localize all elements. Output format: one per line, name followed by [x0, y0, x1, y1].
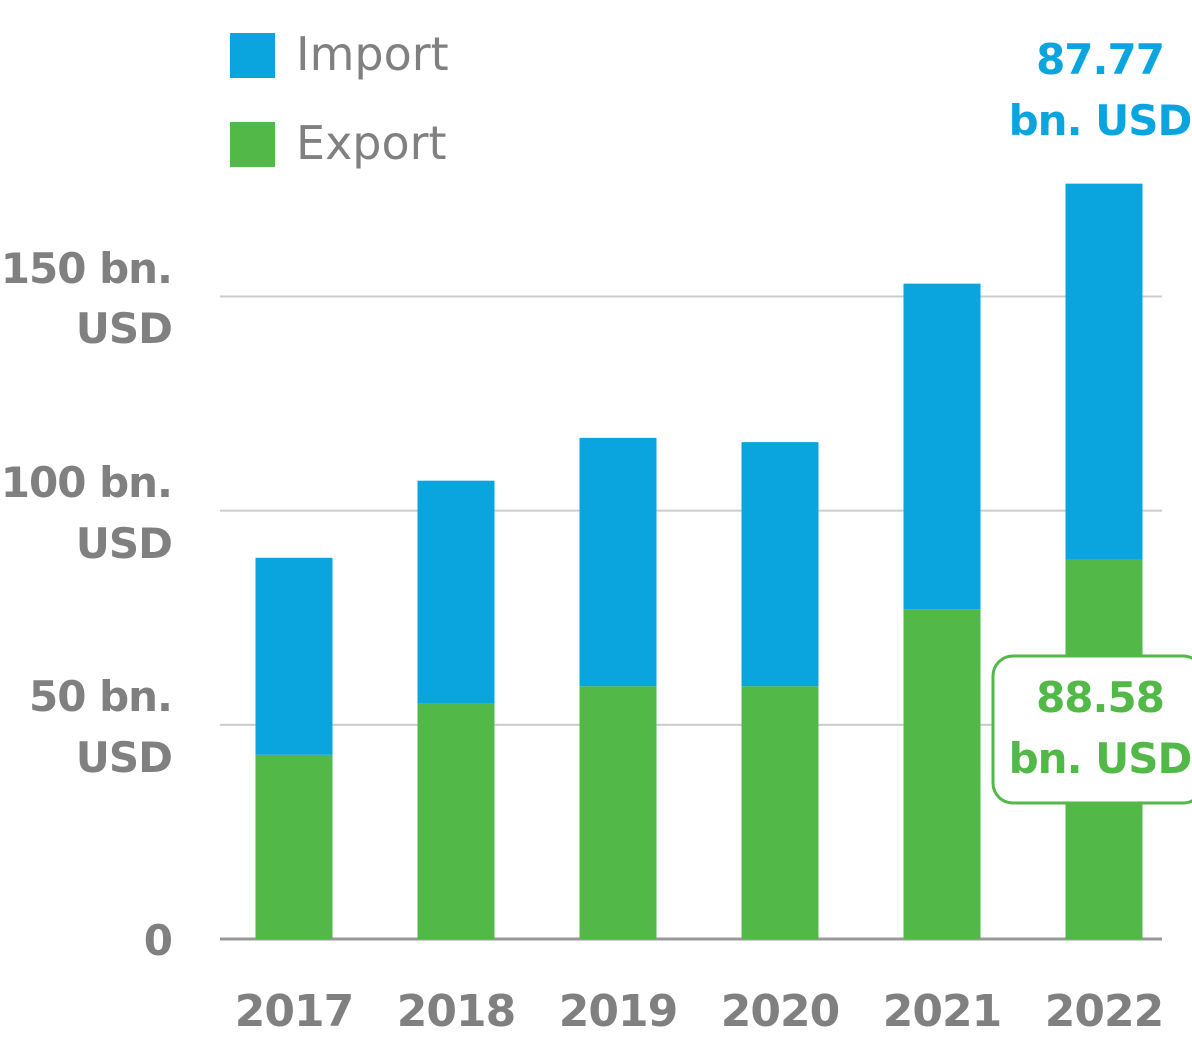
bar-segment: [1065, 183, 1143, 560]
y-tick-label: 50 bn. USD: [29, 671, 173, 782]
bar-segment: [255, 754, 333, 939]
bar-segment: [579, 686, 657, 939]
legend-swatch: [230, 33, 275, 78]
bar-segment: [255, 557, 333, 755]
x-tick-label: 2018: [396, 986, 516, 1037]
legend-label: Export: [296, 116, 447, 170]
x-tick-label: 2022: [1044, 986, 1164, 1037]
x-tick-label: 2020: [720, 986, 840, 1037]
value-label-box: [991, 654, 1192, 805]
legend-label: Import: [296, 27, 449, 81]
bar-segment: [579, 437, 657, 687]
x-tick-label: 2017: [234, 986, 354, 1037]
bar-segment: [741, 442, 819, 687]
value-label: 87.77 bn. USD: [1008, 35, 1192, 145]
bar-segment: [417, 703, 495, 939]
bar-segment: [903, 283, 981, 610]
value-label: 88.58 bn. USD: [1008, 673, 1192, 783]
y-tick-label: 0: [143, 916, 173, 965]
x-tick-label: 2021: [882, 986, 1002, 1037]
bar-segment: [417, 480, 495, 704]
x-tick-label: 2019: [558, 986, 678, 1037]
y-tick-label: 150 bn. USD: [0, 243, 173, 354]
bar-segment: [741, 686, 819, 939]
bar-segment: [903, 609, 981, 939]
legend-swatch: [230, 122, 275, 167]
y-tick-label: 100 bn. USD: [0, 457, 173, 568]
